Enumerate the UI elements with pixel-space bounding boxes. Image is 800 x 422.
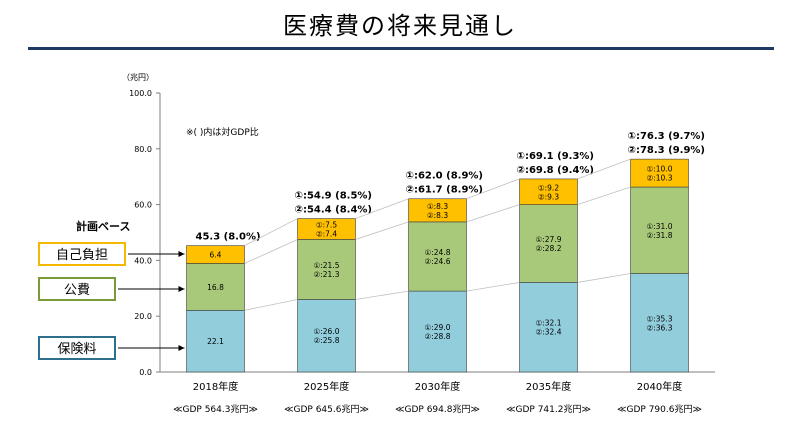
- x-tick-label: 2018年度: [193, 380, 238, 393]
- total-label: ②:78.3 (9.9%): [628, 145, 706, 156]
- x-tick-label: 2025年度: [304, 380, 349, 393]
- title-underline: [28, 47, 774, 50]
- y-tick-label: 60.0: [134, 201, 152, 210]
- data-label: ①:31.0: [647, 222, 673, 231]
- data-label: ②:7.4: [316, 230, 337, 239]
- data-label: ②:24.6: [425, 257, 451, 266]
- connector-line: [466, 178, 520, 200]
- data-label: ①:29.0: [425, 323, 451, 332]
- y-tick-label: 20.0: [134, 312, 152, 321]
- connector-line: [355, 221, 409, 240]
- total-label: ①:76.3 (9.7%): [628, 131, 706, 142]
- connector-line: [577, 273, 631, 283]
- total-label: ①:69.1 (9.3%): [517, 151, 595, 162]
- total-label: ①:54.9 (8.5%): [295, 191, 373, 202]
- y-tick-label: 40.0: [134, 256, 152, 265]
- data-label: ②:21.3: [314, 270, 340, 279]
- bar-segment-premium: [186, 310, 245, 373]
- data-label: ①:9.2: [538, 183, 559, 192]
- total-label: ②:54.4 (8.4%): [295, 205, 373, 216]
- plan-base-label: 計画ベース: [76, 219, 130, 233]
- y-tick-label: 0.0: [139, 368, 152, 377]
- data-label: 16.8: [207, 283, 224, 292]
- legend-box-public-label: 公費: [63, 283, 90, 298]
- bar-segment-premium: [630, 273, 689, 373]
- total-label: 45.3 (8.0%): [196, 232, 261, 243]
- bar-segment-public: [408, 221, 467, 292]
- data-label: ①:27.9: [536, 235, 562, 244]
- bar-segment-premium: [297, 299, 356, 373]
- gdp-label: ≪GDP 741.2兆円≫: [506, 404, 591, 415]
- data-label: ①:32.1: [536, 319, 562, 328]
- connector-line: [466, 204, 520, 223]
- connector-line: [244, 239, 298, 264]
- bar-segment-self-pay: [186, 245, 245, 264]
- arrow-public-head: [178, 286, 185, 292]
- bar-segment-premium: [408, 290, 467, 373]
- gdp-label: ≪GDP 564.3兆円≫: [173, 404, 258, 415]
- legend-box-premium-label: 保険料: [57, 342, 97, 357]
- y-tick-label: 100.0: [129, 89, 152, 98]
- connector-line: [577, 158, 631, 180]
- bar-segment-public: [297, 239, 356, 300]
- x-tick-label: 2030年度: [415, 380, 460, 393]
- bar-segment-public: [519, 204, 578, 283]
- legend-box-premium: 保険料: [38, 336, 116, 360]
- legend-box-self-pay: 自己負担: [38, 242, 126, 266]
- data-label: ②:31.8: [647, 231, 673, 240]
- gdp-label: ≪GDP 790.6兆円≫: [617, 404, 702, 415]
- data-label: ②:28.2: [536, 244, 562, 253]
- data-label: ②:8.3: [427, 211, 448, 220]
- data-label: ②:9.3: [538, 192, 559, 201]
- data-label: ②:10.3: [647, 174, 673, 183]
- x-tick-label: 2040年度: [637, 380, 682, 393]
- bar-segment-public: [186, 263, 245, 311]
- data-label: ①:21.5: [314, 261, 340, 270]
- data-label: ①:24.8: [425, 248, 451, 257]
- connector-line: [355, 290, 409, 300]
- page-title: 医療費の将来見通し: [283, 12, 517, 40]
- data-label: 22.1: [207, 337, 224, 346]
- data-label: ①:10.0: [647, 165, 673, 174]
- x-tick-label: 2035年度: [526, 380, 571, 393]
- total-label: ①:62.0 (8.9%): [406, 171, 484, 182]
- legend-box-public: 公費: [38, 277, 116, 301]
- data-label: 6.4: [210, 251, 222, 260]
- arrow-self-pay-head: [178, 251, 185, 257]
- gdp-label: ≪GDP 694.8兆円≫: [395, 404, 480, 415]
- gdp-label: ≪GDP 645.6兆円≫: [284, 404, 369, 415]
- bar-segment-self-pay: [519, 178, 578, 205]
- connector-line: [355, 198, 409, 219]
- data-label: ①:26.0: [314, 327, 340, 336]
- data-label: ②:32.4: [536, 328, 562, 337]
- data-label: ②:28.8: [425, 332, 451, 341]
- connector-line: [577, 186, 631, 205]
- total-label: ②:69.8 (9.4%): [517, 165, 595, 176]
- data-label: ①:8.3: [427, 202, 448, 211]
- bar-segment-premium: [519, 282, 578, 373]
- data-label: ①:35.3: [647, 314, 673, 323]
- y-tick-label: 80.0: [134, 145, 152, 154]
- note-text: ※( )内は対GDP比: [186, 126, 259, 138]
- bar-segment-self-pay: [297, 218, 356, 240]
- connector-line: [244, 299, 298, 311]
- data-label: ②:25.8: [314, 336, 340, 345]
- data-label: ①:7.5: [316, 221, 337, 230]
- y-axis-unit: （兆円）: [122, 72, 154, 82]
- connector-line: [244, 218, 298, 246]
- arrow-premium-head: [178, 345, 185, 351]
- data-label: ②:36.3: [647, 323, 673, 332]
- connector-line: [466, 282, 520, 292]
- total-label: ②:61.7 (8.9%): [406, 185, 484, 196]
- bar-segment-self-pay: [630, 158, 689, 188]
- bar-segment-public: [630, 186, 689, 274]
- bar-segment-self-pay: [408, 198, 467, 223]
- legend-box-self-pay-label: 自己負担: [55, 248, 108, 263]
